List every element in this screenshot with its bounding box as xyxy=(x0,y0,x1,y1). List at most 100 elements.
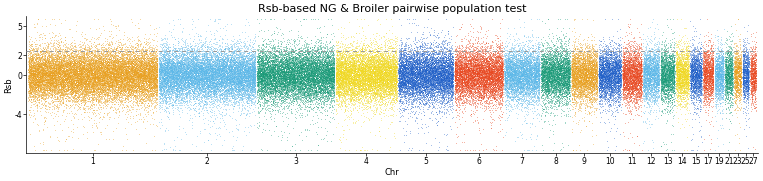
Point xyxy=(716,74,729,77)
Point xyxy=(261,55,273,58)
Point xyxy=(134,89,146,92)
Point xyxy=(85,76,98,79)
Point xyxy=(88,149,100,152)
Point xyxy=(76,70,89,73)
Point xyxy=(259,63,271,66)
Point xyxy=(24,71,36,73)
Point xyxy=(746,68,758,71)
Point xyxy=(44,81,56,84)
Point xyxy=(607,62,620,65)
Point xyxy=(369,69,381,72)
Point xyxy=(50,99,63,102)
Point xyxy=(537,79,549,81)
Point xyxy=(631,74,643,77)
Point xyxy=(584,86,596,89)
Point xyxy=(372,75,384,78)
Point xyxy=(584,69,597,72)
Point xyxy=(479,91,491,94)
Point xyxy=(98,52,111,55)
Point xyxy=(95,74,107,77)
Point xyxy=(552,82,565,85)
Point xyxy=(135,66,147,68)
Point xyxy=(348,98,360,101)
Point xyxy=(68,79,80,82)
Point xyxy=(352,86,364,89)
Point xyxy=(263,95,275,98)
Point xyxy=(319,83,331,86)
Point xyxy=(450,56,462,59)
Point xyxy=(617,70,629,72)
Point xyxy=(651,61,663,64)
Point xyxy=(640,69,652,72)
Point xyxy=(171,54,183,57)
Point xyxy=(320,89,333,92)
Point xyxy=(649,77,662,80)
Point xyxy=(449,76,462,79)
Point xyxy=(133,53,145,56)
Point xyxy=(38,61,50,64)
Point xyxy=(454,59,466,62)
Point xyxy=(446,70,459,73)
Point xyxy=(507,53,520,56)
Point xyxy=(501,82,513,85)
Point xyxy=(495,78,507,81)
Point xyxy=(388,91,401,94)
Point xyxy=(624,56,636,58)
Point xyxy=(157,68,169,70)
Point xyxy=(742,87,755,89)
Point xyxy=(749,83,761,85)
Point xyxy=(124,98,137,101)
Point xyxy=(362,77,375,80)
Point xyxy=(700,82,713,85)
Point xyxy=(559,65,571,68)
Point xyxy=(269,84,282,87)
Point xyxy=(317,83,330,85)
Point xyxy=(375,57,388,60)
Point xyxy=(42,65,54,68)
Point xyxy=(219,33,231,36)
Point xyxy=(537,68,549,71)
Point xyxy=(287,76,299,79)
Point xyxy=(335,75,347,78)
Point xyxy=(214,95,226,98)
Point xyxy=(144,74,156,77)
Point xyxy=(158,68,170,71)
Point xyxy=(559,71,571,74)
Point xyxy=(41,67,53,70)
Point xyxy=(122,60,134,63)
Point xyxy=(399,56,411,59)
Point xyxy=(454,62,466,65)
Point xyxy=(145,77,157,80)
Point xyxy=(435,63,447,66)
Point xyxy=(377,78,389,81)
Point xyxy=(48,70,60,73)
Point xyxy=(37,71,50,74)
Point xyxy=(655,54,667,57)
Point xyxy=(127,62,140,65)
Point xyxy=(185,86,197,89)
Point xyxy=(465,73,478,76)
Point xyxy=(398,79,410,82)
Point xyxy=(264,84,276,87)
Point xyxy=(343,80,356,83)
Point xyxy=(597,83,609,85)
Point xyxy=(69,54,82,57)
Point xyxy=(373,76,385,79)
Point xyxy=(128,89,140,92)
Point xyxy=(634,78,646,81)
Point xyxy=(388,70,400,73)
Point xyxy=(745,73,757,76)
Point xyxy=(214,105,227,108)
Point xyxy=(552,60,565,63)
Point xyxy=(575,83,588,86)
Point xyxy=(446,66,458,69)
Point xyxy=(237,55,249,58)
Point xyxy=(35,86,47,89)
Point xyxy=(526,52,538,55)
Point xyxy=(97,92,109,95)
Point xyxy=(356,69,369,72)
Point xyxy=(259,62,271,65)
Point xyxy=(259,87,272,89)
Point xyxy=(95,60,108,62)
Point xyxy=(77,80,89,83)
